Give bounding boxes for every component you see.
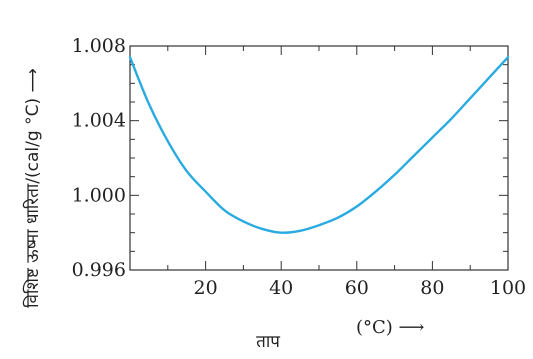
y-tick-label: 1.008 — [72, 35, 126, 57]
x-tick-label: 100 — [490, 277, 526, 299]
y-tick-label: 1.000 — [72, 184, 126, 206]
specific-heat-curve — [128, 56, 510, 234]
x-tick-label: 40 — [269, 277, 293, 299]
y-tick-label: 1.004 — [72, 110, 126, 132]
x-axis-label: ताप — [256, 332, 280, 352]
x-tick-label: 60 — [345, 277, 369, 299]
x-tick-label: 80 — [420, 277, 444, 299]
axis-ticks — [130, 46, 508, 270]
plot-area-frame — [129, 45, 509, 271]
tick-labels: 20 40 60 80 100 0.996 1.000 1.004 1.008 — [72, 35, 527, 299]
x-axis-unit: (°C) ⟶ — [356, 317, 425, 338]
x-tick-label: 20 — [194, 277, 218, 299]
series-layer — [128, 56, 510, 234]
y-axis-label: विशिष्ट ऊष्मा धारिता/(cal/g °C) ⟶ — [22, 68, 43, 308]
y-tick-label: 0.996 — [72, 259, 126, 281]
